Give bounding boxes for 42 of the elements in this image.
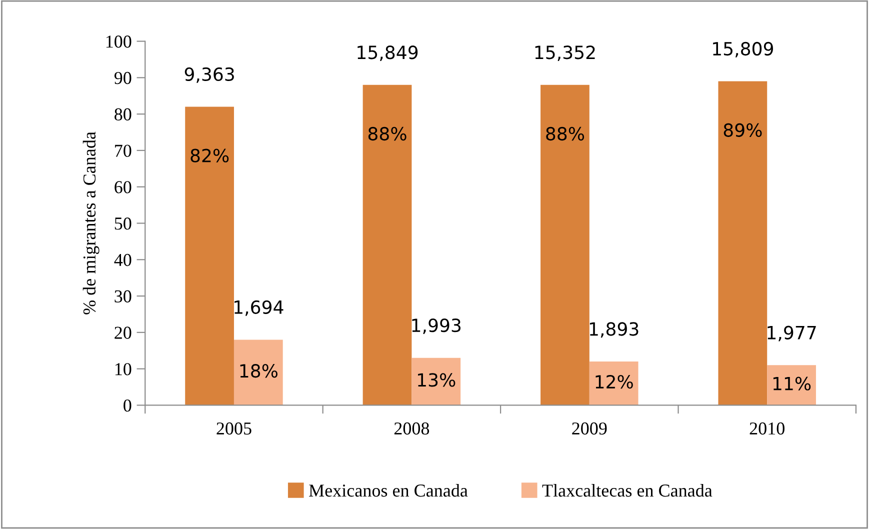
- data-label: 18%: [240, 364, 278, 378]
- y-tick-label: 10: [115, 363, 132, 376]
- bar: [234, 340, 283, 406]
- bar: [362, 84, 412, 406]
- bar: [412, 358, 461, 406]
- data-label: 82%: [190, 148, 229, 162]
- x-tick-label: 2010: [750, 422, 784, 435]
- y-tick-label: 20: [114, 326, 132, 339]
- data-label: 13%: [418, 373, 456, 387]
- y-tick-label: 30: [114, 290, 132, 302]
- y-tick-label: 100: [106, 36, 132, 48]
- annotation: 9,363: [184, 67, 234, 83]
- data-label: 88%: [546, 126, 584, 141]
- y-tick-label: 70: [115, 144, 132, 157]
- x-tick-label: 2009: [572, 422, 607, 435]
- annotation: 1,977: [768, 326, 816, 342]
- bar: [185, 106, 234, 406]
- y-tick-label: 60: [114, 181, 132, 194]
- annotation: 1,694: [234, 300, 284, 316]
- data-label: 11%: [773, 376, 811, 390]
- data-label: 12%: [596, 374, 633, 389]
- annotation: 1,893: [590, 322, 638, 338]
- y-tick-label: 50: [114, 217, 132, 230]
- y-tick-label: 40: [114, 254, 132, 266]
- bar: [540, 84, 590, 406]
- annotation: 15,352: [535, 46, 595, 62]
- y-tick-label: 80: [114, 108, 132, 120]
- bar: [589, 362, 638, 406]
- x-tick-label: 2005: [216, 422, 252, 435]
- legend-label: Mexicanos en Canada: [309, 484, 468, 497]
- legend-label: Tlaxcaltecas en Canada: [542, 484, 712, 497]
- data-label: 88%: [368, 126, 406, 141]
- annotation: 15,809: [713, 42, 773, 58]
- y-axis-title: % de migrantes a Canada: [82, 132, 100, 314]
- data-label: 89%: [724, 123, 762, 137]
- annotation: 15,849: [358, 46, 418, 62]
- bar: [718, 81, 768, 406]
- annotation: 1,993: [412, 318, 461, 334]
- y-tick-label: 90: [114, 72, 132, 84]
- x-tick-label: 2008: [394, 422, 430, 435]
- bar: [767, 365, 816, 406]
- y-tick-label: 0: [124, 399, 132, 412]
